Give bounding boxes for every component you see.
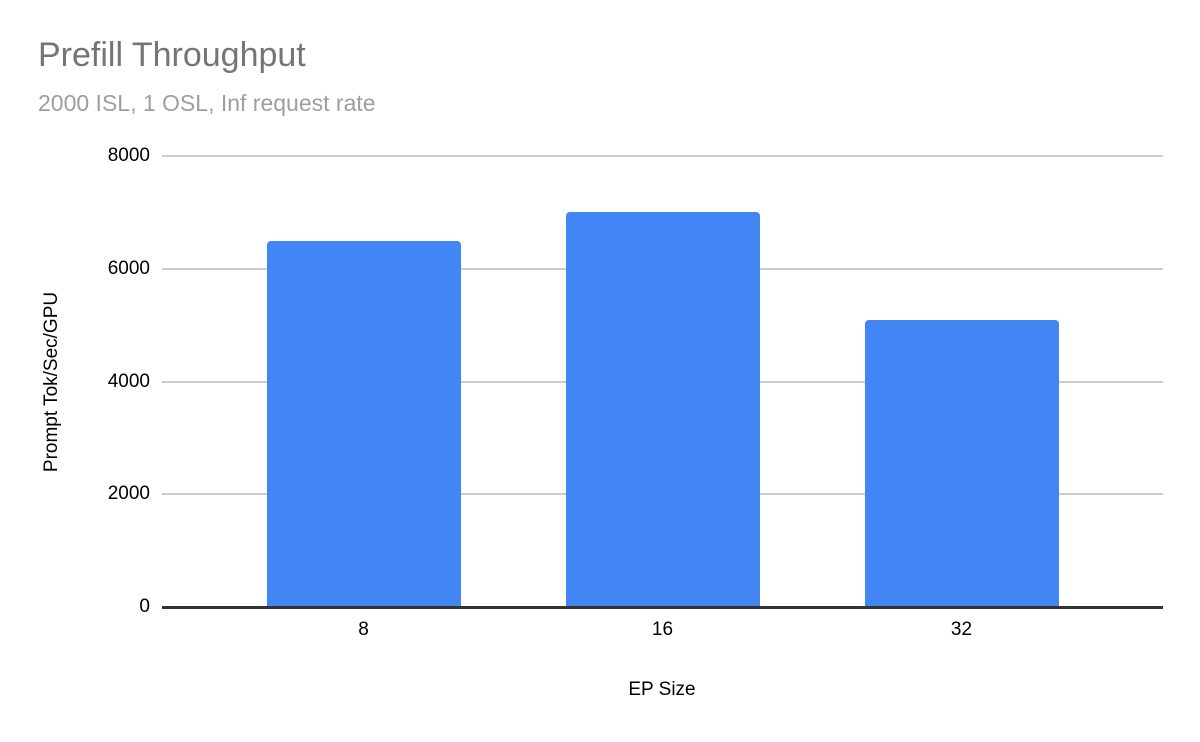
y-tick-label: 0: [139, 596, 150, 617]
gridline: [162, 155, 1163, 157]
x-tick-label: 32: [950, 619, 973, 640]
bar-ep-8: [266, 240, 461, 607]
y-tick-label: 8000: [107, 145, 150, 166]
bar-ep-32: [864, 319, 1059, 607]
plot-area: [162, 155, 1163, 609]
y-tick-label: 2000: [107, 483, 150, 505]
x-axis-title: EP Size: [628, 679, 696, 700]
chart-subtitle: 2000 ISL, 1 OSL, Inf request rate: [38, 90, 376, 116]
x-axis-line: [162, 606, 1163, 609]
bar-ep-16: [565, 212, 760, 607]
x-tick-label: 8: [358, 619, 369, 640]
x-tick-label: 16: [651, 619, 674, 640]
y-tick-label: 6000: [107, 257, 150, 279]
y-tick-label: 4000: [107, 370, 150, 392]
chart-title: Prefill Throughput: [38, 36, 306, 74]
